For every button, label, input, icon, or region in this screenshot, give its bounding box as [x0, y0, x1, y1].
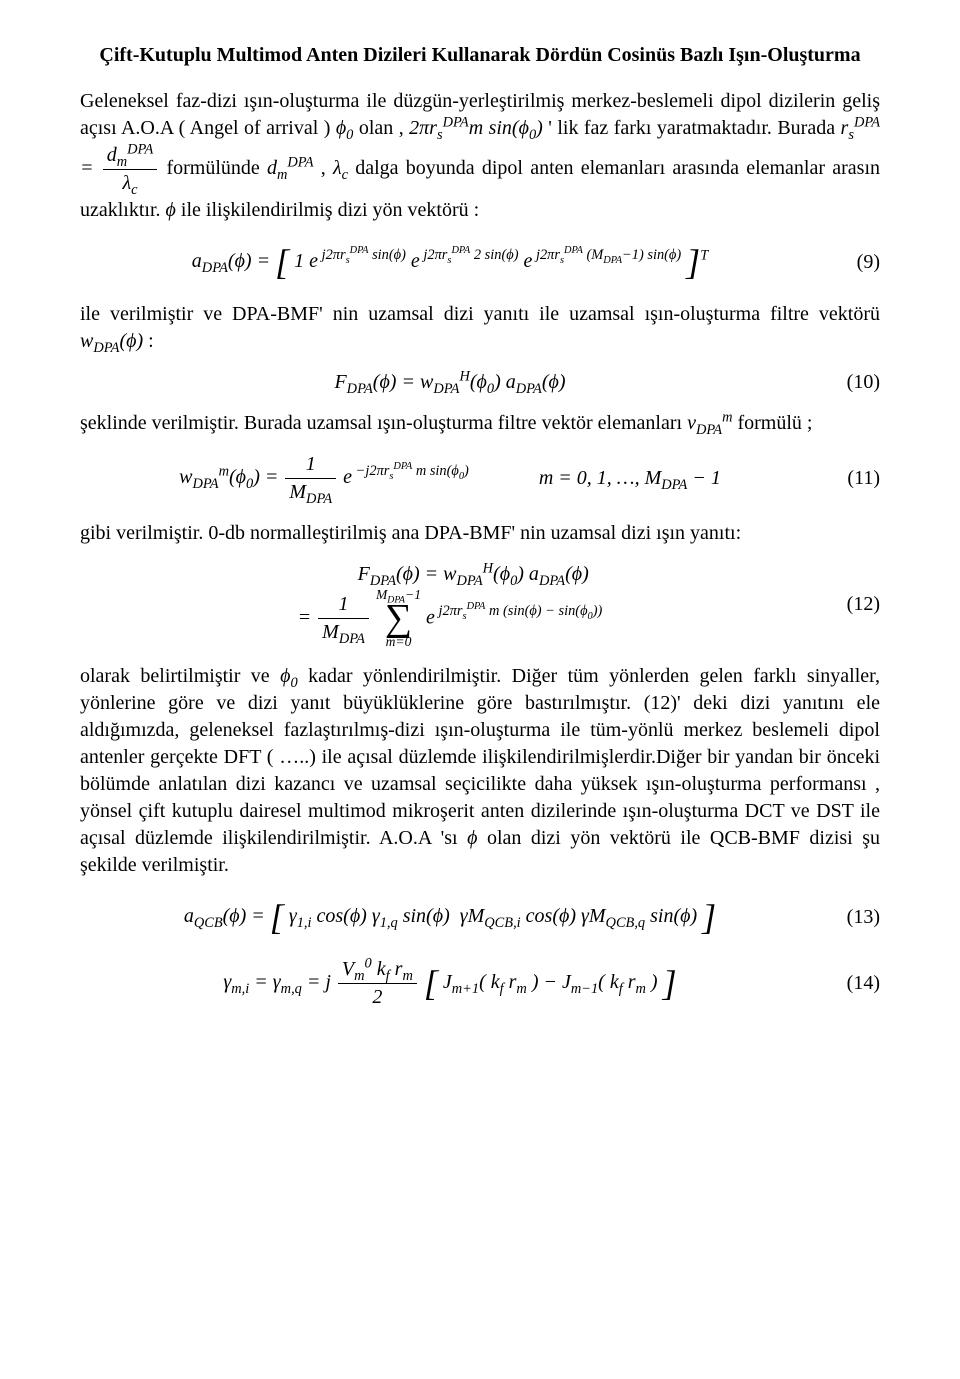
eq11-rhs2: − 1: [687, 467, 721, 489]
eq9-body: aDPA(ϕ) = [ 1 e j2πrsDPA sin(ϕ) e j2πrsD…: [80, 238, 820, 287]
eq13-body: aQCB(ϕ) = [ γ1,i cos(ϕ) γ1,q sin(ϕ) γMQC…: [80, 893, 820, 942]
eq11-number: (11): [820, 465, 880, 492]
phi-sym: ϕ: [166, 199, 176, 221]
eq10-number: (10): [820, 369, 880, 396]
phi0: ϕ0: [336, 117, 354, 139]
p1-text-d: formülünde: [166, 157, 267, 179]
paragraph-3: şeklinde verilmiştir. Burada uzamsal ışı…: [80, 410, 880, 437]
p2-text-a: ile verilmiştir ve DPA-BMF' nin uzamsal …: [80, 303, 880, 325]
p3-text-a: şeklinde verilmiştir. Burada uzamsal ışı…: [80, 412, 687, 434]
eq9-number: (9): [820, 249, 880, 276]
p1-text-b: olan ,: [359, 117, 409, 139]
p1-text-c: ' lik faz farkı yaratmaktadır. Burada: [548, 117, 840, 139]
p1-text-g: ile ilişkilendirilmiş dizi yön vektörü :: [181, 199, 479, 221]
p5-text-b: kadar yönlendirilmiştir. Diğer tüm yönle…: [80, 665, 880, 849]
p3-text-b: formülü ;: [737, 412, 812, 434]
equation-14: γm,i = γm,q = j Vm0 kf rm 2 [ Jm+1( kf r…: [80, 956, 880, 1011]
equation-12: FDPA(ϕ) = wDPAH(ϕ0) aDPA(ϕ) = 1MDPA MDPA…: [80, 561, 880, 649]
eq10-body: FDPA(ϕ) = wDPAH(ϕ0) aDPA(ϕ): [80, 369, 820, 396]
paragraph-5: olarak belirtilmiştir ve ϕ0 kadar yönlen…: [80, 663, 880, 879]
eq13-number: (13): [820, 904, 880, 931]
p2-text-b: :: [148, 330, 154, 352]
eq14-body: γm,i = γm,q = j Vm0 kf rm 2 [ Jm+1( kf r…: [80, 956, 820, 1011]
p1-text-e: ,: [321, 157, 333, 179]
paragraph-2: ile verilmiştir ve DPA-BMF' nin uzamsal …: [80, 301, 880, 355]
w-dpa: wDPA(ϕ): [80, 330, 143, 352]
phi-sym-2: ϕ: [467, 827, 477, 849]
eq11-rhs: m = 0, 1, …, M: [539, 467, 661, 489]
equation-9: aDPA(ϕ) = [ 1 e j2πrsDPA sin(ϕ) e j2πrsD…: [80, 238, 880, 287]
eq14-number: (14): [820, 970, 880, 997]
equation-11: wDPAm(ϕ0) = 1MDPA e −j2πrsDPA m sin(ϕ0) …: [80, 451, 880, 506]
page-title: Çift-Kutuplu Multimod Anten Dizileri Kul…: [80, 40, 880, 70]
phase-term: 2πrsDPAm sin(ϕ0): [409, 117, 543, 139]
eq12-number: (12): [820, 591, 880, 618]
paragraph-1: Geleneksel faz-dizi ışın-oluşturma ile d…: [80, 88, 880, 224]
p5-text-a: olarak belirtilmiştir ve: [80, 665, 280, 687]
equation-10: FDPA(ϕ) = wDPAH(ϕ0) aDPA(ϕ) (10): [80, 369, 880, 396]
phi0-2: ϕ0: [280, 665, 298, 687]
eq11-body: wDPAm(ϕ0) = 1MDPA e −j2πrsDPA m sin(ϕ0) …: [80, 451, 820, 506]
eq12-body: FDPA(ϕ) = wDPAH(ϕ0) aDPA(ϕ) = 1MDPA MDPA…: [80, 561, 820, 649]
v-dpa: vDPAm: [687, 412, 732, 434]
paragraph-4: gibi verilmiştir. 0-db normalleştirilmiş…: [80, 520, 880, 547]
lambda-c: λc: [333, 157, 348, 179]
dm-sym: dmDPA: [267, 157, 314, 179]
equation-13: aQCB(ϕ) = [ γ1,i cos(ϕ) γ1,q sin(ϕ) γMQC…: [80, 893, 880, 942]
